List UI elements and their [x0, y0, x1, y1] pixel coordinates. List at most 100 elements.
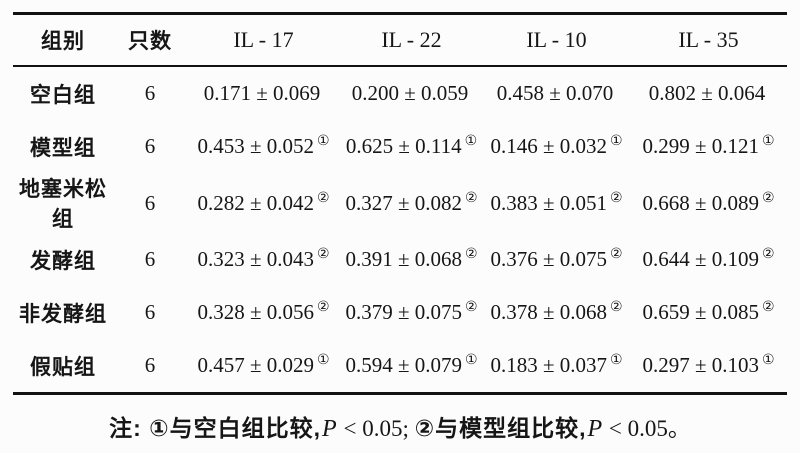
significance-mark: ① [316, 352, 330, 368]
measurement-value: 0.457 ± 0.029 [197, 353, 314, 377]
value-cell: 0.457 ± 0.029 ① [187, 339, 340, 394]
value-cell: 0.659 ± 0.085 ② [630, 286, 787, 339]
measurement-value: 0.171 ± 0.069 [203, 81, 321, 105]
measurement-value: 0.146 ± 0.032 [490, 134, 607, 158]
column-header-il35: IL - 35 [630, 14, 787, 67]
measurement-value: 0.200 ± 0.059 [351, 81, 469, 105]
value-cell: 0.376 ± 0.075 ② [483, 233, 630, 286]
column-header-label: 组别 [41, 30, 85, 53]
column-header-group: 组别 [13, 14, 113, 67]
significance-mark: ① [609, 352, 623, 368]
measurement-value: 0.323 ± 0.043 [197, 247, 314, 271]
group-label: 发酵组 [30, 249, 96, 273]
count-cell: 6 [113, 339, 187, 394]
significance-mark: ② [761, 246, 775, 262]
footnote-text: 注: ①与空白组比较, [109, 415, 322, 441]
count-value: 6 [144, 134, 156, 158]
group-label: 空白组 [30, 83, 96, 107]
p-value-symbol: P [322, 416, 337, 442]
measurement-value: 0.453 ± 0.052 [197, 134, 314, 158]
significance-mark: ② [316, 189, 330, 206]
group-label: 地塞米松组 [19, 178, 107, 231]
count-value: 6 [144, 300, 156, 324]
column-header-label: IL - 10 [526, 27, 587, 52]
p-value-threshold: < 0.05; [337, 416, 415, 441]
column-header-label: 只数 [128, 30, 172, 53]
value-cell: 0.299 ± 0.121 ① [630, 120, 787, 173]
group-cell: 非发酵组 [13, 286, 113, 339]
measurement-value: 0.379 ± 0.075 [345, 300, 462, 324]
column-header-il17: IL - 17 [187, 14, 340, 67]
value-cell: 0.802 ± 0.064 [630, 66, 787, 120]
count-cell: 6 [113, 233, 187, 286]
table-footnote: 注: ①与空白组比较,P < 0.05; ②与模型组比较,P < 0.05。 [0, 409, 800, 443]
header-row: 组别 只数 IL - 17 IL - 22 IL - 10 IL - 35 [13, 14, 787, 67]
significance-mark: ② [464, 189, 478, 206]
group-label: 模型组 [30, 136, 96, 160]
significance-mark: ① [464, 352, 478, 368]
measurement-value: 0.376 ± 0.075 [490, 247, 607, 271]
table-row: 空白组 6 0.171 ± 0.069 0.200 ± 0.059 0.458 … [13, 66, 787, 120]
results-table: 组别 只数 IL - 17 IL - 22 IL - 10 IL - 35 空白… [13, 12, 787, 395]
table-body: 空白组 6 0.171 ± 0.069 0.200 ± 0.059 0.458 … [13, 66, 787, 394]
value-cell: 0.323 ± 0.043 ② [187, 233, 340, 286]
significance-mark: ① [609, 133, 623, 149]
group-cell: 假贴组 [13, 339, 113, 394]
significance-mark: ② [609, 246, 623, 262]
measurement-value: 0.328 ± 0.056 [197, 300, 314, 324]
value-cell: 0.668 ± 0.089 ② [630, 173, 787, 233]
table-row: 假贴组 6 0.457 ± 0.029 ① 0.594 ± 0.079 ① 0.18… [13, 339, 787, 394]
group-cell: 地塞米松组 [13, 173, 113, 233]
measurement-value: 0.391 ± 0.068 [345, 247, 462, 271]
count-value: 6 [144, 190, 156, 215]
count-cell: 6 [113, 66, 187, 120]
value-cell: 0.594 ± 0.079 ① [340, 339, 483, 394]
measurement-value: 0.297 ± 0.103 [642, 353, 759, 377]
measurement-value: 0.594 ± 0.079 [345, 353, 462, 377]
measurement-value: 0.327 ± 0.082 [345, 190, 462, 215]
significance-mark: ① [316, 133, 330, 149]
significance-mark: ② [761, 299, 775, 315]
value-cell: 0.297 ± 0.103 ① [630, 339, 787, 394]
column-header-label: IL - 22 [381, 27, 442, 52]
value-cell: 0.453 ± 0.052 ① [187, 120, 340, 173]
group-label: 假贴组 [30, 355, 96, 379]
value-cell: 0.200 ± 0.059 [340, 66, 483, 120]
group-cell: 发酵组 [13, 233, 113, 286]
measurement-value: 0.668 ± 0.089 [642, 190, 759, 215]
measurement-value: 0.282 ± 0.042 [197, 190, 314, 215]
value-cell: 0.328 ± 0.056 ② [187, 286, 340, 339]
column-header-label: IL - 35 [678, 27, 739, 52]
table-row: 非发酵组 6 0.328 ± 0.056 ② 0.379 ± 0.075 ② 0.3… [13, 286, 787, 339]
table-row: 模型组 6 0.453 ± 0.052 ① 0.625 ± 0.114 ① 0.14… [13, 120, 787, 173]
significance-mark: ② [464, 299, 478, 315]
group-cell: 空白组 [13, 66, 113, 120]
value-cell: 0.383 ± 0.051 ② [483, 173, 630, 233]
count-value: 6 [144, 81, 156, 105]
p-value-symbol: P [587, 416, 603, 442]
value-cell: 0.282 ± 0.042 ② [187, 173, 340, 233]
significance-mark: ② [761, 189, 775, 206]
significance-mark: ① [464, 133, 478, 149]
count-value: 6 [144, 353, 156, 377]
count-cell: 6 [113, 286, 187, 339]
group-label: 非发酵组 [19, 302, 107, 326]
value-cell: 0.378 ± 0.068 ② [483, 286, 630, 339]
column-header-count: 只数 [113, 14, 187, 67]
value-cell: 0.146 ± 0.032 ① [483, 120, 630, 173]
significance-mark: ② [464, 246, 478, 262]
significance-mark: ① [761, 133, 775, 149]
value-cell: 0.379 ± 0.075 ② [340, 286, 483, 339]
table-header: 组别 只数 IL - 17 IL - 22 IL - 10 IL - 35 [13, 14, 787, 67]
group-cell: 模型组 [13, 120, 113, 173]
table-row: 地塞米松组 6 0.282 ± 0.042 ② 0.327 ± 0.082 ② 0.… [13, 173, 787, 233]
value-cell: 0.171 ± 0.069 [187, 66, 340, 120]
value-cell: 0.458 ± 0.070 [483, 66, 630, 120]
column-header-il10: IL - 10 [483, 14, 630, 67]
count-cell: 6 [113, 173, 187, 233]
significance-mark: ② [609, 299, 623, 315]
value-cell: 0.625 ± 0.114 ① [340, 120, 483, 173]
measurement-value: 0.659 ± 0.085 [642, 300, 759, 324]
measurement-value: 0.644 ± 0.109 [642, 247, 759, 271]
measurement-value: 0.183 ± 0.037 [490, 353, 607, 377]
